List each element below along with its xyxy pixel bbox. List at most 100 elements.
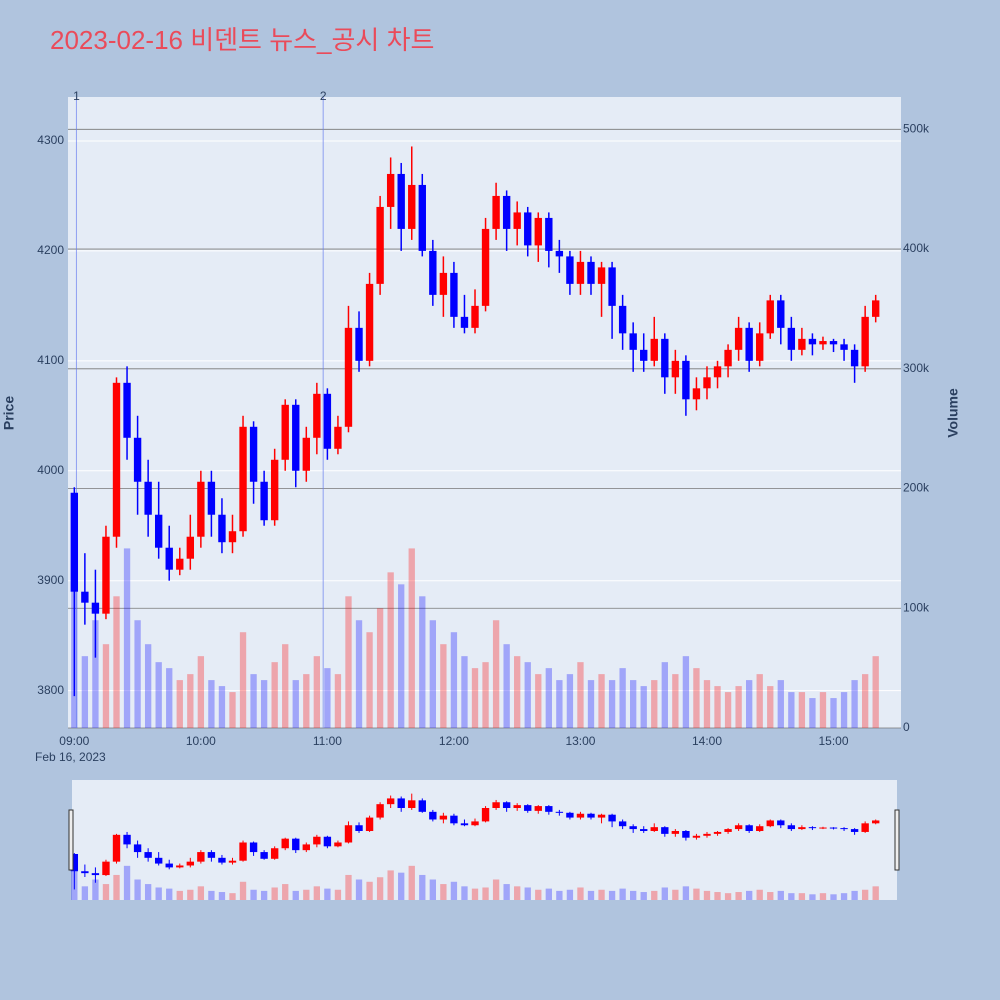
slider-volume-bar [113, 874, 120, 900]
candle-body [292, 404, 300, 471]
candle-body [734, 327, 743, 350]
candle-body [808, 338, 817, 345]
y-axis-label: Price [1, 396, 17, 430]
slider-candle-body [186, 861, 195, 866]
slider-volume-bar [545, 888, 552, 900]
volume-bar [376, 608, 384, 728]
slider-candle-body [872, 820, 880, 824]
candle-body [334, 426, 342, 449]
candle-body [703, 377, 711, 389]
slider-candle-body [260, 852, 268, 859]
slider-candle-body [555, 811, 564, 813]
slider-candle-body [671, 830, 680, 834]
candle-body [176, 558, 184, 570]
slider-candle-body [176, 865, 184, 868]
volume-bar [851, 680, 858, 728]
y-tick-label: 3900 [37, 573, 64, 587]
volume-bar [608, 680, 616, 728]
volume-bar [809, 698, 816, 728]
volume-bar [798, 692, 806, 728]
volume-bar [566, 674, 574, 728]
slider-candle-body [787, 825, 796, 830]
candle-body [91, 602, 100, 614]
candle-body [861, 316, 869, 367]
slider-volume-bar [398, 872, 405, 900]
slider-candle-body [408, 800, 416, 808]
slider-volume-bar [239, 881, 247, 900]
volume-bar [239, 632, 247, 728]
slider-volume-bar [440, 884, 447, 900]
volume-bar [693, 668, 700, 728]
slider-volume-bar [745, 890, 753, 900]
volume-bar [144, 644, 152, 728]
volume-bar [313, 656, 321, 728]
slider-volume-bar [419, 874, 426, 900]
slider-candle-body [386, 798, 395, 805]
slider-candle-body [218, 857, 226, 863]
candle-body [492, 195, 500, 229]
volume-bar [630, 680, 637, 728]
volume-bar [598, 674, 605, 728]
candle-body [640, 349, 648, 361]
slider-candle-body [81, 871, 89, 874]
slider-volume-bar [861, 889, 869, 900]
range-slider[interactable] [72, 780, 897, 900]
slider-candle-body [154, 857, 163, 864]
y-tick-label: 4300 [37, 133, 64, 147]
slider-volume-bar [229, 893, 236, 900]
slider-volume-bar [366, 881, 373, 900]
slider-volume-bar [303, 889, 310, 900]
slider-volume-bar [672, 889, 679, 900]
slider-volume-bar [693, 888, 700, 900]
slider-volume-bar [408, 865, 415, 900]
volume-bar [556, 680, 563, 728]
slider-handle[interactable] [68, 809, 74, 871]
slider-volume-bar [324, 888, 331, 900]
candle-body [102, 536, 110, 614]
volume-bar [155, 662, 162, 728]
slider-candle-body [713, 831, 722, 834]
candle-body [260, 481, 268, 521]
slider-candle-body [703, 833, 711, 836]
volume-bar [651, 680, 658, 728]
y-tick-label: 3800 [37, 683, 64, 697]
slider-candle-body [777, 820, 785, 826]
slider-volume-bar [630, 890, 637, 900]
slider-volume-bar [587, 890, 595, 900]
candle-body [597, 267, 606, 284]
volume-bar [840, 692, 848, 728]
slider-candle-body [70, 853, 79, 872]
slider-volume-bar [735, 892, 742, 900]
candle-body [502, 195, 511, 229]
slider-volume-bar [376, 877, 384, 900]
volume-bar [187, 674, 194, 728]
slider-volume-bar [851, 890, 858, 900]
volume-bar [271, 662, 278, 728]
y2-tick-label: 100k [903, 600, 930, 614]
slider-volume-bar [123, 865, 131, 900]
slider-candle-body [766, 820, 774, 827]
slider-candle-body [576, 813, 585, 818]
slider-handle[interactable] [894, 809, 900, 871]
volume-bar [872, 656, 879, 728]
volume-bar [208, 680, 215, 728]
candle-body [165, 547, 173, 570]
slider-candle-body [724, 829, 732, 832]
slider-volume-bar [271, 887, 278, 900]
candle-body [798, 338, 806, 350]
volume-bar [524, 662, 531, 728]
x-tick-label: 13:00 [565, 734, 595, 748]
slider-candle-body [650, 827, 658, 831]
slider-candle-body [239, 842, 247, 861]
y-tick-label: 4200 [37, 243, 64, 257]
slider-candle-body [439, 815, 448, 820]
slider-candle-body [429, 811, 437, 820]
volume-bar [102, 644, 110, 728]
slider-volume-bar [714, 892, 721, 900]
slider-candle-body [492, 802, 500, 808]
slider-volume-bar [282, 884, 289, 900]
volume-bar [577, 662, 584, 728]
volume-bar [640, 686, 647, 728]
candle-body [450, 272, 458, 317]
